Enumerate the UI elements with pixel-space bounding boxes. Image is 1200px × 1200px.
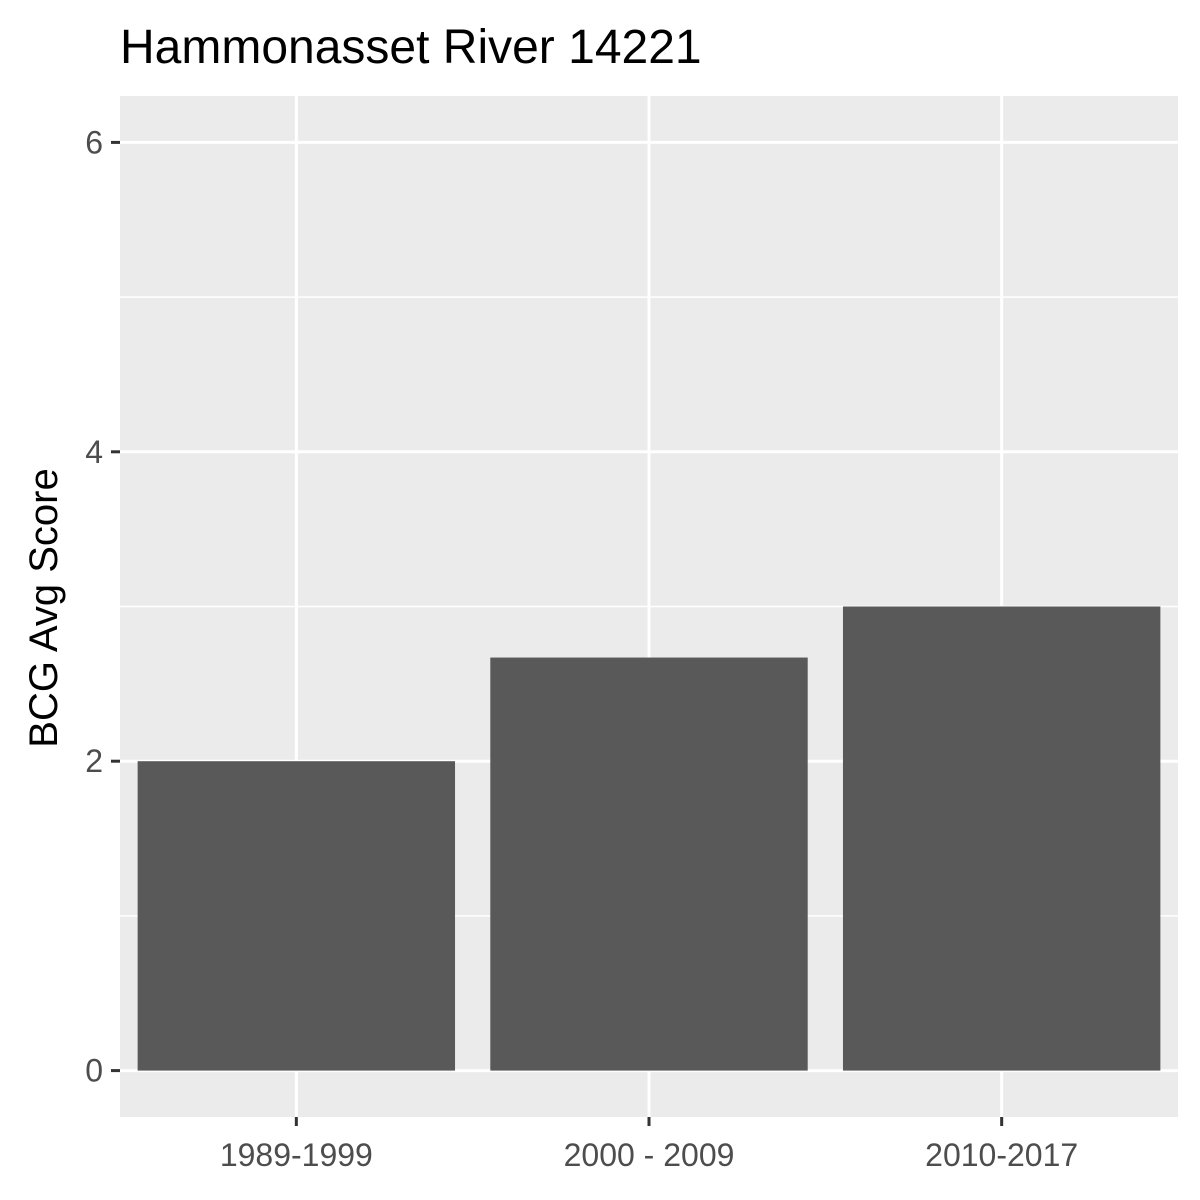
y-tick-label: 2 — [85, 743, 103, 779]
bar-2000-2009 — [490, 657, 808, 1071]
y-axis: 0 2 4 6 — [85, 124, 120, 1089]
x-axis: 1989-1999 2000 - 2009 2010-2017 — [220, 1117, 1078, 1173]
y-tick-label: 4 — [85, 434, 103, 470]
x-tick-label: 2010-2017 — [925, 1137, 1078, 1173]
bar-1989-1999 — [137, 761, 456, 1071]
x-tick-label: 1989-1999 — [220, 1137, 373, 1173]
y-tick-label: 6 — [85, 124, 103, 160]
y-axis-title: BCG Avg Score — [22, 468, 66, 747]
bars — [137, 606, 1161, 1071]
chart-title: Hammonasset River 14221 — [120, 21, 702, 74]
x-tick-label: 2000 - 2009 — [564, 1137, 735, 1173]
y-tick-label: 0 — [85, 1053, 103, 1089]
bar-2010-2017 — [842, 606, 1161, 1071]
